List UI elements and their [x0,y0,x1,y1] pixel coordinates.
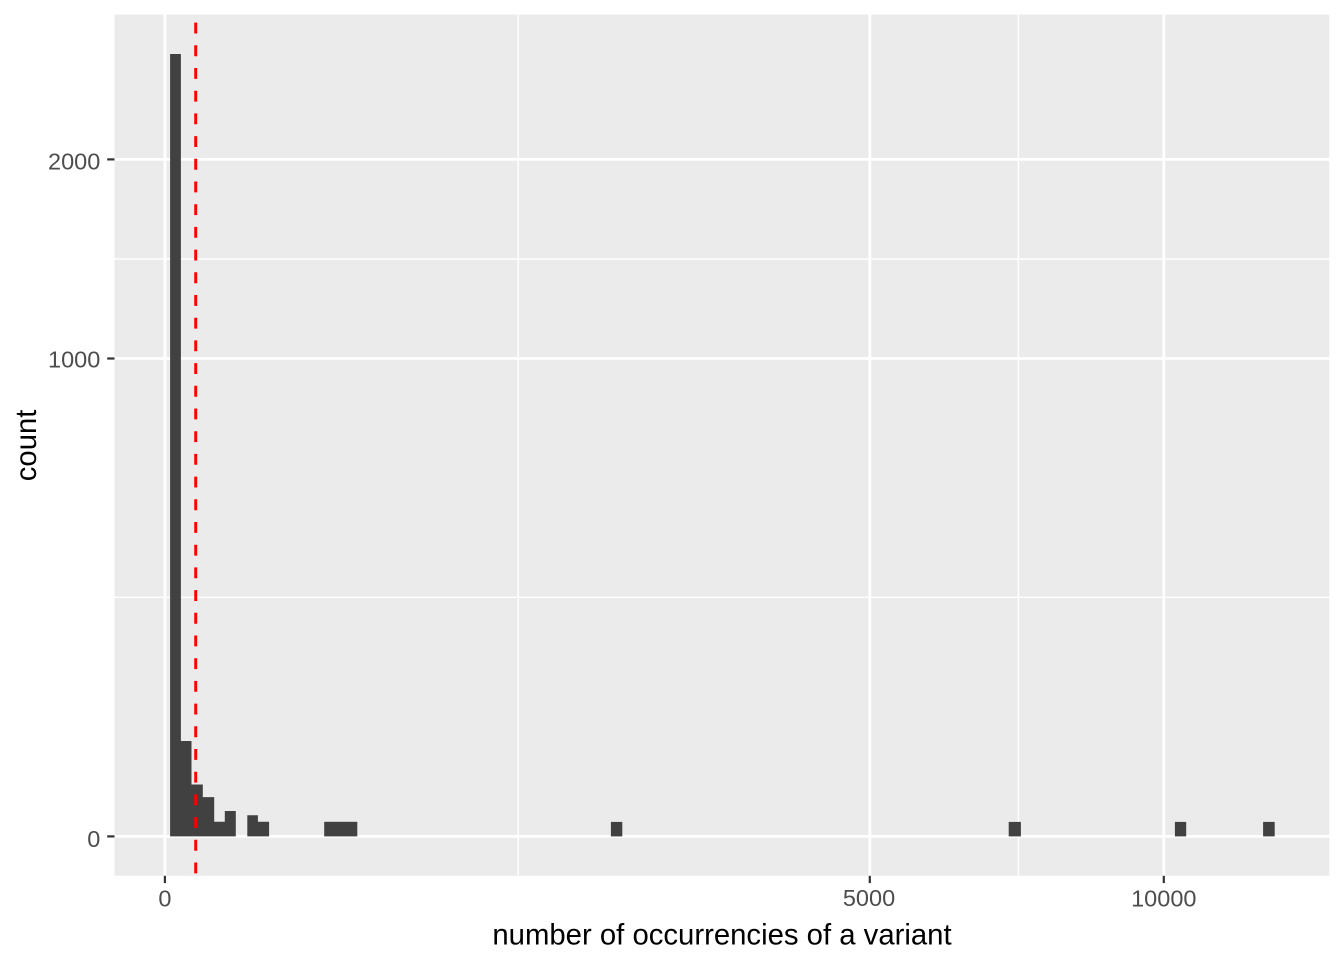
svg-text:0: 0 [87,826,100,852]
svg-text:number of occurrencies of a va: number of occurrencies of a variant [492,919,951,952]
svg-text:10000: 10000 [1131,885,1196,911]
svg-text:2000: 2000 [48,148,100,174]
svg-text:1000: 1000 [48,347,100,373]
svg-text:5000: 5000 [843,885,895,911]
svg-text:count: count [10,410,43,482]
svg-text:0: 0 [158,885,171,911]
